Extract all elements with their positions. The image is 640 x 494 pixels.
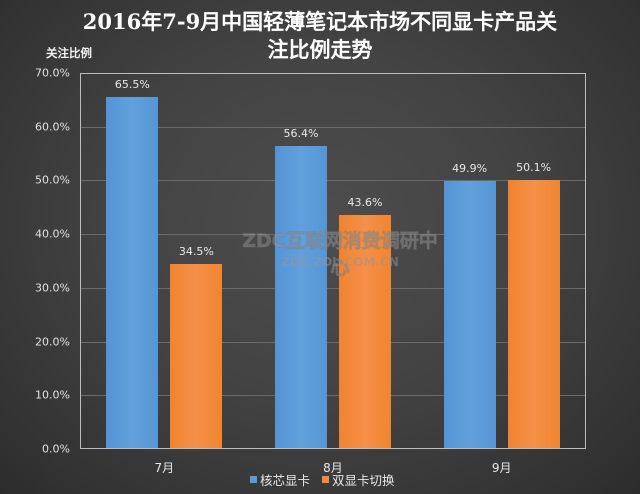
legend-swatch-blue bbox=[250, 475, 257, 483]
data-label: 50.1% bbox=[516, 160, 552, 174]
y-tick-label: 60.0% bbox=[35, 120, 70, 134]
gridline bbox=[81, 234, 585, 236]
y-tick-label: 70.0% bbox=[35, 66, 70, 80]
y-axis-label: 关注比例 bbox=[46, 46, 92, 60]
bar-switchable-7 bbox=[170, 263, 223, 448]
chart-title-line1: 2016年7-9月中国轻薄笔记本市场不同显卡产品关 bbox=[82, 9, 558, 34]
legend: 核芯显卡 双显卡切换 bbox=[250, 470, 407, 488]
y-tick-label: 50.0% bbox=[35, 173, 70, 187]
y-tick-label: 30.0% bbox=[35, 281, 70, 295]
legend-swatch-orange bbox=[322, 475, 330, 483]
x-tick-label: 8月 bbox=[323, 461, 343, 475]
gridline bbox=[81, 180, 585, 182]
gridline bbox=[81, 287, 585, 289]
y-tick-label: 40.0% bbox=[35, 227, 70, 241]
legend-label: 双显卡切换 bbox=[332, 472, 395, 488]
chart-title-line2: 注比例走势 bbox=[267, 37, 373, 62]
chart-title: 2016年7-9月中国轻薄笔记本市场不同显卡产品关 注比例走势 bbox=[0, 8, 640, 64]
x-tick-label: 9月 bbox=[491, 461, 512, 475]
gridline bbox=[81, 126, 585, 128]
legend-item-switchable: 双显卡切换 bbox=[322, 470, 395, 489]
watermark-url: ZDC.ZOL.COM.CN bbox=[281, 255, 399, 269]
watermark-text: ZDC互联网消费调研中心 bbox=[242, 230, 439, 280]
data-label: 49.9% bbox=[452, 161, 488, 175]
y-tick-label: 20.0% bbox=[35, 335, 70, 349]
gridline bbox=[81, 341, 585, 343]
y-tick-label: 10.0% bbox=[35, 388, 70, 402]
y-tick-label: 0.0% bbox=[42, 442, 70, 456]
bar-integrated-9 bbox=[443, 180, 496, 448]
gridline bbox=[81, 395, 585, 397]
bar-integrated-8 bbox=[275, 146, 327, 448]
data-label: 34.5% bbox=[178, 244, 214, 258]
bar-integrated-7 bbox=[106, 97, 159, 448]
data-label: 56.4% bbox=[283, 127, 319, 141]
bar-switchable-8 bbox=[339, 214, 391, 448]
x-tick-label: 7月 bbox=[154, 461, 175, 475]
legend-item-integrated: 核芯显卡 bbox=[250, 470, 310, 489]
legend-label: 核芯显卡 bbox=[260, 472, 311, 488]
bar-switchable-9 bbox=[507, 179, 560, 448]
plot-area: 65.5% 34.5% 56.4% 43.6% 49.9% 50.1% bbox=[80, 73, 586, 449]
data-label: 65.5% bbox=[114, 78, 150, 92]
data-label: 43.6% bbox=[347, 195, 383, 209]
